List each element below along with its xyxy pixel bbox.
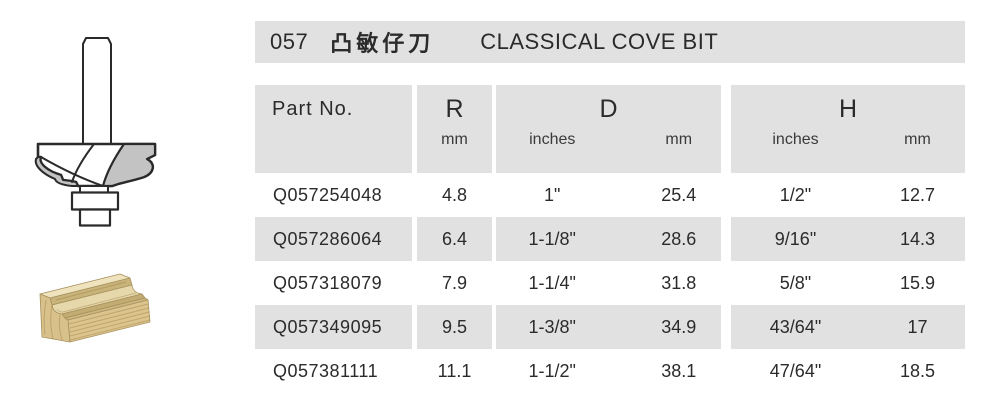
d-inches-value: 1-1/2" — [528, 361, 576, 381]
header-h-mm: mm — [904, 131, 931, 148]
r-mm-cell: 7.9 — [441, 273, 468, 293]
r-mm-cell: 9.5 — [417, 305, 492, 349]
d-mm-value: 34.9 — [661, 317, 697, 337]
d-inches-value: 1-3/8" — [528, 317, 576, 337]
product-section: 057 凸敏仔刀 CLASSICAL COVE BIT Part No. R m… — [255, 21, 965, 393]
d-mm-value: 28.6 — [661, 229, 697, 249]
header-d-label: D — [599, 95, 618, 123]
h-cell: 1/2" 12.7 — [731, 173, 965, 217]
r-mm-cell: 4.8 — [441, 185, 468, 205]
h-mm-value: 12.7 — [899, 185, 936, 205]
d-mm-value: 25.4 — [661, 185, 697, 205]
h-cell: 43/64" 17 — [731, 305, 965, 349]
d-inches-value: 1-1/8" — [528, 229, 576, 249]
bit-bearing — [70, 191, 120, 211]
table-row: Q057381111 11.1 1-1/2" 38.1 47/64" 18.5 — [255, 349, 965, 393]
r-mm-cell: 6.4 — [417, 217, 492, 261]
title-bar: 057 凸敏仔刀 CLASSICAL COVE BIT — [255, 21, 965, 63]
header-h-inches: inches — [772, 131, 819, 148]
header-r-unit: mm — [441, 131, 468, 148]
header-d-inches: inches — [529, 131, 576, 148]
product-name-english: CLASSICAL COVE BIT — [480, 29, 719, 54]
r-mm-cell: 11.1 — [437, 361, 472, 381]
wood-grain-lines — [43, 281, 151, 341]
part-no-cell: Q057286064 — [255, 217, 412, 261]
header-r-label: R — [445, 95, 464, 123]
part-no-cell: Q057381111 — [273, 361, 379, 381]
bit-flute-line-2 — [71, 143, 95, 183]
d-cell: 1-1/4" 31.8 — [496, 261, 721, 305]
d-inches-value: 1" — [544, 185, 561, 205]
header-d-mm: mm — [665, 131, 693, 148]
d-cell: 1-1/8" 28.6 — [496, 217, 721, 261]
d-cell: 1-1/2" 38.1 — [496, 349, 721, 393]
part-no-cell: Q057349095 — [255, 305, 412, 349]
table-header: Part No. R mm D inches mm H inches — [255, 85, 965, 173]
h-mm-value: 18.5 — [899, 361, 936, 381]
h-inches-value: 1/2" — [779, 185, 812, 205]
part-no-cell: Q057254048 — [273, 185, 383, 205]
h-cell: 5/8" 15.9 — [731, 261, 965, 305]
h-mm-value: 15.9 — [899, 273, 936, 293]
h-inches-value: 5/8" — [779, 273, 812, 293]
d-mm-value: 31.8 — [661, 273, 697, 293]
header-h-units: inches mm — [731, 131, 965, 149]
bit-bearing-hub — [78, 208, 112, 227]
wood-end-face — [39, 293, 71, 343]
product-name-chinese: 凸敏仔刀 — [330, 31, 435, 56]
header-d: D inches mm — [496, 85, 721, 173]
table-row: Q057254048 4.8 1" 25.4 1/2" 12.7 — [255, 173, 965, 217]
table-body: Q057254048 4.8 1" 25.4 1/2" 12.7 Q057286… — [255, 173, 965, 393]
header-part-no: Part No. — [255, 85, 412, 173]
product-code: 057 — [270, 29, 309, 54]
table-row: Q057349095 9.5 1-3/8" 34.9 43/64" 17 — [255, 305, 965, 349]
d-inches-value: 1-1/4" — [528, 273, 576, 293]
h-inches-value: 9/16" — [774, 229, 817, 249]
bit-flute-line-1 — [40, 156, 104, 187]
part-no-cell: Q057318079 — [273, 273, 383, 293]
h-inches-value: 47/64" — [769, 361, 822, 381]
spec-table: Part No. R mm D inches mm H inches — [255, 85, 965, 393]
h-mm-value: 17 — [907, 317, 928, 337]
bit-shank — [82, 37, 112, 145]
table-row: Q057318079 7.9 1-1/4" 31.8 5/8" 15.9 — [255, 261, 965, 305]
h-cell: 9/16" 14.3 — [731, 217, 965, 261]
header-r: R mm — [417, 85, 492, 173]
d-mm-value: 38.1 — [661, 361, 697, 381]
h-cell: 47/64" 18.5 — [731, 349, 965, 393]
table-row: Q057286064 6.4 1-1/8" 28.6 9/16" 14.3 — [255, 217, 965, 261]
h-mm-value: 14.3 — [899, 229, 936, 249]
d-cell: 1-3/8" 34.9 — [496, 305, 721, 349]
bit-left-flute — [34, 156, 79, 187]
bit-right-flute — [101, 142, 157, 188]
router-bit-illustration — [34, 37, 157, 227]
header-d-units: inches mm — [496, 131, 721, 149]
d-cell: 1" 25.4 — [496, 173, 721, 217]
header-h-label: H — [838, 95, 858, 123]
wood-molding-illustration — [39, 273, 151, 343]
h-inches-value: 43/64" — [769, 317, 822, 337]
header-h: H inches mm — [731, 85, 965, 173]
